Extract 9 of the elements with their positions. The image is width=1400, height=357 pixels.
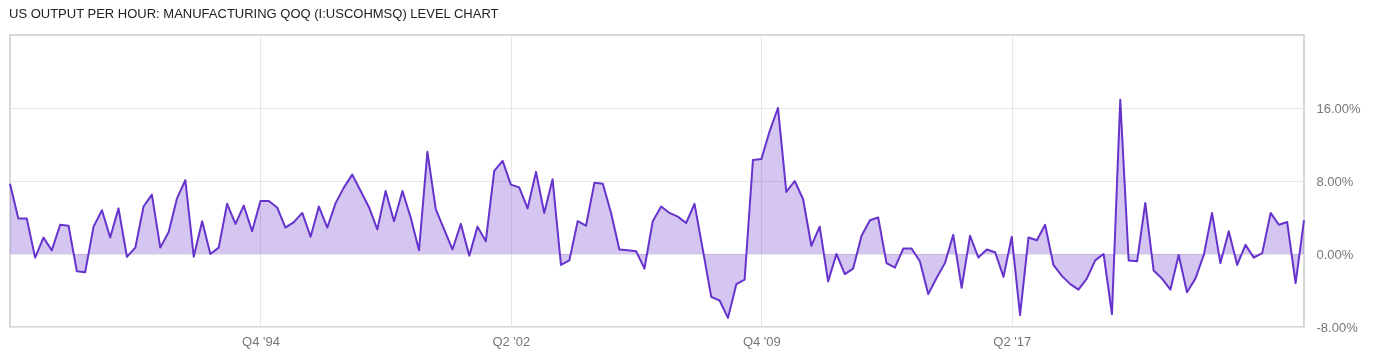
y-tick-label: 8.00% (1316, 173, 1354, 189)
x-tick-label: Q4 '94 (242, 333, 280, 349)
x-tick-label: Q4 '09 (742, 333, 781, 349)
y-tick-label: 16.00% (1316, 100, 1362, 116)
x-tick-label: Q2 '17 (993, 333, 1032, 349)
chart-title: US OUTPUT PER HOUR: MANUFACTURING QOQ (I:USCOHMSQ) LEVEL CHART (9, 6, 499, 21)
x-tick-label: Q2 '02 (492, 333, 531, 349)
y-tick-label: 0.00% (1316, 246, 1354, 262)
y-tick-label: -8.00% (1316, 319, 1359, 335)
